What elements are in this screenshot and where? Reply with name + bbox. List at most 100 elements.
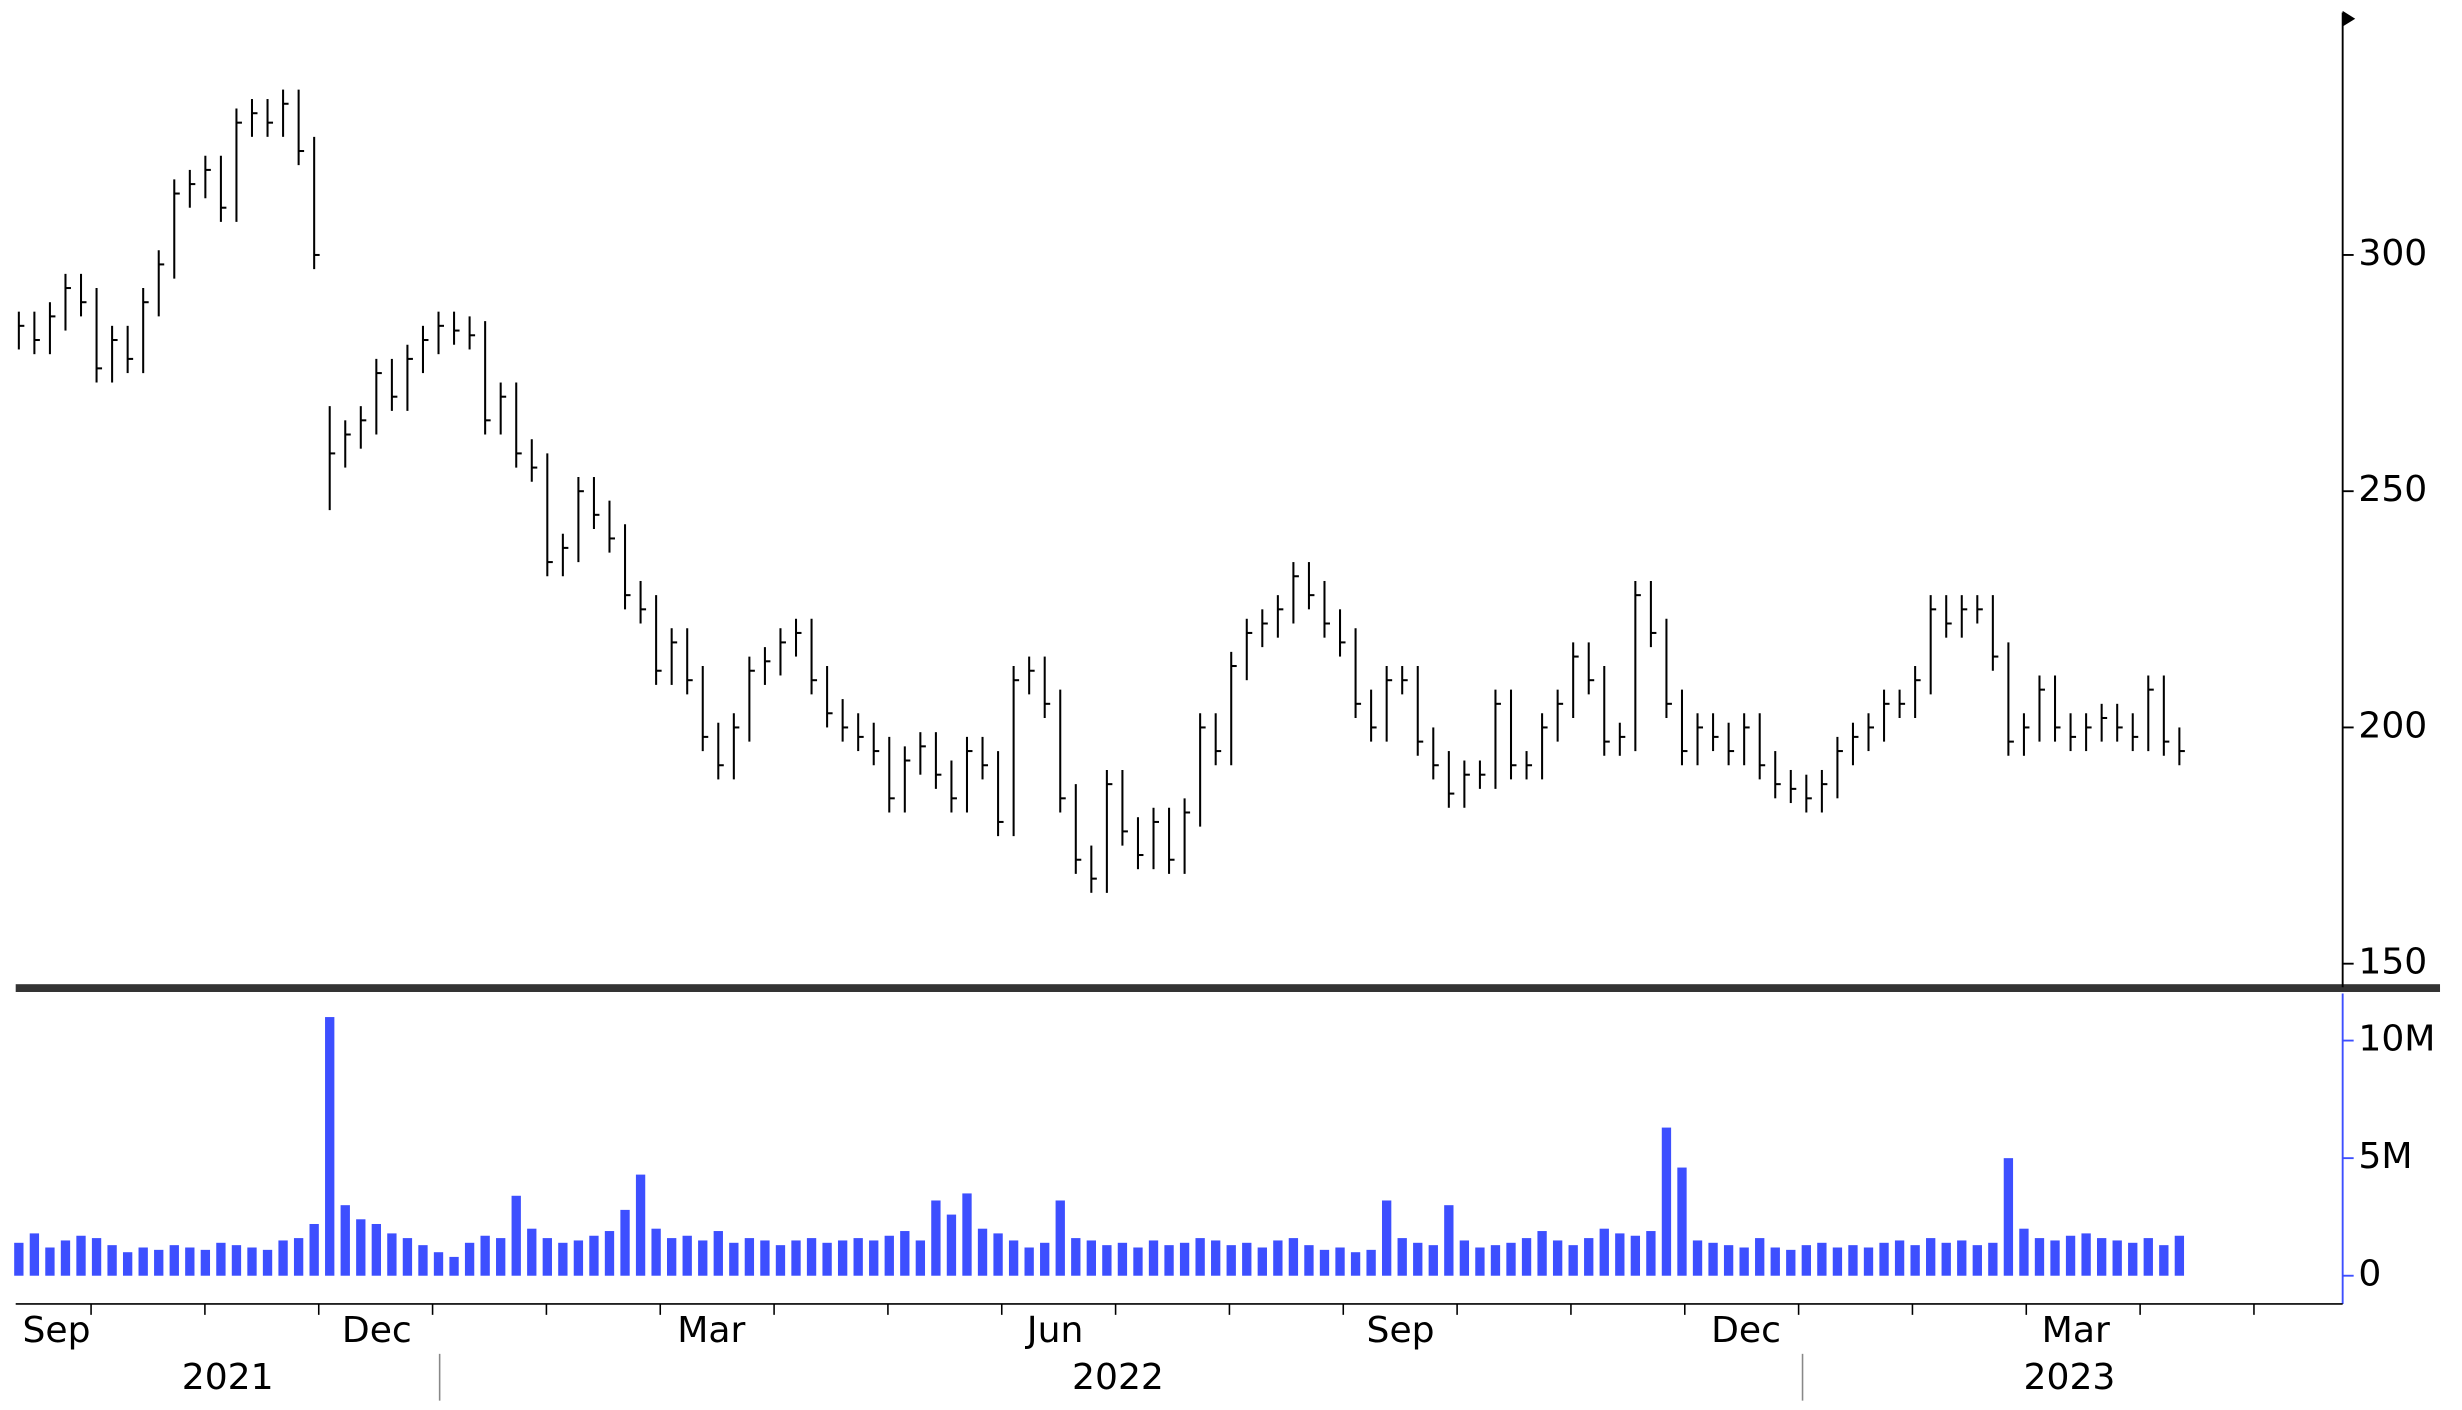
volume-bar — [1863, 1247, 1874, 1276]
volume-bar — [1459, 1240, 1470, 1276]
volume-bar — [2159, 1245, 2169, 1276]
volume-bar — [1008, 1240, 1019, 1276]
volume-bar — [2050, 1240, 2060, 1276]
month-label: Mar — [677, 1310, 745, 1351]
volume-bar — [325, 1017, 335, 1276]
volume-bar — [1677, 1167, 1687, 1276]
volume-bar — [1350, 1252, 1361, 1276]
volume-bar — [1304, 1245, 1314, 1276]
volume-bar — [138, 1247, 148, 1276]
volume-bar — [1708, 1242, 1718, 1276]
y-tick-label: 10M — [2358, 1019, 2435, 1060]
volume-bar — [620, 1209, 630, 1276]
volume-bar — [1226, 1245, 1236, 1276]
volume-bar — [1428, 1245, 1438, 1276]
volume-bar — [1630, 1235, 1641, 1276]
volume-bar — [1257, 1247, 1267, 1276]
y-tick-label: 300 — [2358, 233, 2427, 274]
volume-bar — [1537, 1231, 1547, 1276]
volume-bar — [402, 1238, 413, 1276]
volume-bar — [1506, 1242, 1516, 1276]
volume-bar — [1055, 1200, 1065, 1276]
volume-bar — [573, 1240, 584, 1276]
volume-bar — [1040, 1242, 1050, 1276]
volume-bar — [185, 1247, 195, 1276]
volume-bar — [1957, 1240, 1967, 1276]
volume-bar — [635, 1174, 646, 1276]
volume-bar — [449, 1256, 459, 1276]
axis-arrow — [2342, 10, 2356, 27]
volume-bar — [1521, 1238, 1532, 1276]
volume-bar — [931, 1200, 941, 1276]
volume-bar — [589, 1235, 599, 1276]
volume-bar — [713, 1231, 723, 1276]
volume-bar — [107, 1245, 117, 1276]
volume-bar — [154, 1249, 164, 1276]
volume-bar — [1164, 1245, 1174, 1276]
volume-bar — [1817, 1242, 1827, 1276]
month-label: Sep — [1367, 1310, 1435, 1351]
volume-bar — [1071, 1238, 1081, 1276]
volume-bar — [946, 1214, 957, 1276]
year-label: 2022 — [1072, 1357, 1164, 1398]
month-label: Dec — [342, 1310, 412, 1351]
month-label: Dec — [1711, 1310, 1781, 1351]
volume-bar — [1366, 1249, 1376, 1276]
volume-bar — [216, 1242, 226, 1276]
volume-bar — [1211, 1240, 1221, 1276]
volume-bar — [1615, 1233, 1625, 1276]
volume-bar — [1444, 1205, 1454, 1276]
volume-bar — [1972, 1245, 1982, 1276]
volume-bar — [1397, 1238, 1407, 1276]
volume-bar — [1848, 1245, 1858, 1276]
volume-bar — [1723, 1245, 1734, 1276]
volume-bar — [433, 1252, 444, 1276]
year-label: 2023 — [2024, 1357, 2116, 1398]
volume-bar — [309, 1223, 319, 1276]
volume-bar — [1832, 1247, 1843, 1276]
volume-bar — [29, 1233, 40, 1276]
volume-bar — [1102, 1245, 1112, 1276]
volume-bar — [1739, 1247, 1749, 1276]
volume-bar — [91, 1238, 102, 1276]
volume-bar — [262, 1249, 273, 1276]
volume-bar — [542, 1238, 552, 1276]
volume-bar — [760, 1240, 770, 1276]
volume-bar — [791, 1240, 801, 1276]
volume-bar — [775, 1245, 786, 1276]
volume-bar — [698, 1240, 708, 1276]
volume-bar — [1475, 1247, 1485, 1276]
volume-bar — [1568, 1245, 1578, 1276]
volume-bar — [1179, 1242, 1190, 1276]
volume-bar — [1941, 1242, 1951, 1276]
volume-bar — [2019, 1228, 2029, 1276]
volume-bar — [977, 1228, 988, 1276]
y-tick-label: 0 — [2358, 1254, 2381, 1295]
month-label: Sep — [22, 1310, 90, 1351]
volume-bar — [122, 1252, 133, 1276]
volume-bar — [371, 1223, 382, 1276]
volume-bar — [993, 1233, 1003, 1276]
volume-bar — [247, 1247, 257, 1276]
volume-bar — [2081, 1233, 2091, 1276]
volume-bar — [387, 1233, 397, 1276]
volume-bar — [418, 1245, 428, 1276]
volume-bar — [1148, 1240, 1159, 1276]
volume-bar — [837, 1240, 848, 1276]
volume-bar — [1490, 1245, 1501, 1276]
volume-bar — [511, 1195, 521, 1276]
volume-bar — [200, 1249, 211, 1276]
volume-bar — [1692, 1240, 1703, 1276]
volume-bar — [76, 1235, 86, 1276]
volume-bar — [1195, 1238, 1205, 1276]
volume-bar — [2128, 1242, 2138, 1276]
month-label: Jun — [1025, 1310, 1083, 1351]
volume-bar — [2096, 1238, 2107, 1276]
month-label: Mar — [2042, 1310, 2110, 1351]
volume-bar — [1273, 1240, 1283, 1276]
volume-bar — [1413, 1242, 1423, 1276]
volume-bar — [558, 1242, 568, 1276]
volume-bar — [356, 1219, 366, 1276]
volume-bar — [853, 1238, 863, 1276]
